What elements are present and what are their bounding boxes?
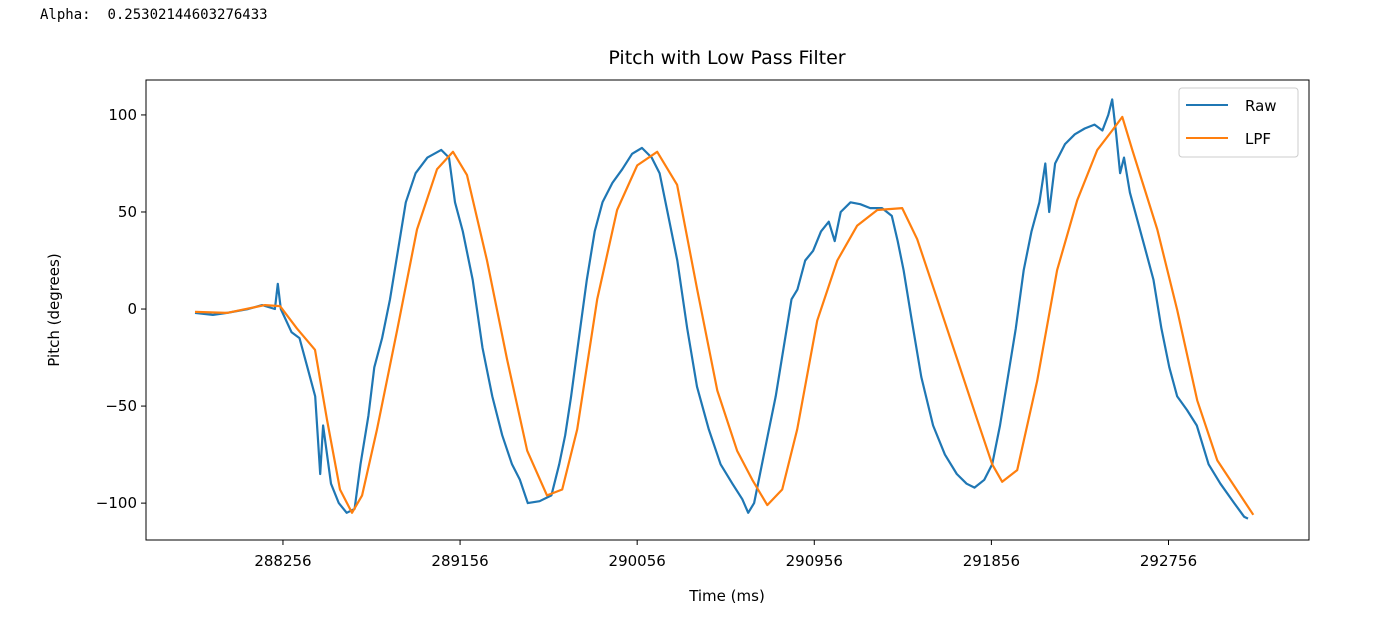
x-tick-label: 290956 — [786, 552, 843, 570]
x-tick-label: 288256 — [254, 552, 311, 570]
plot-frame — [145, 79, 1310, 541]
legend-raw-label: Raw — [1245, 97, 1277, 115]
y-tick-label: 0 — [127, 300, 137, 318]
y-tick-label: 50 — [118, 203, 137, 221]
series-line-lpf — [194, 115, 1255, 516]
x-axis-label: Time (ms) — [688, 587, 765, 605]
series-line-raw — [194, 98, 1249, 520]
x-tick-label: 291856 — [963, 552, 1020, 570]
alpha-label: Alpha: — [40, 7, 91, 23]
x-tick-label: 292756 — [1140, 552, 1197, 570]
x-axis: 288256 289156 290056 290956 291856 292756 — [254, 540, 1197, 570]
x-tick-label: 289156 — [431, 552, 488, 570]
y-axis: −100 −50 0 50 100 — [96, 106, 146, 512]
y-axis-label: Pitch (degrees) — [45, 253, 63, 366]
y-tick-label: −100 — [96, 494, 137, 512]
legend-box — [1178, 87, 1299, 158]
chart-title: Pitch with Low Pass Filter — [608, 47, 845, 69]
legend-lpf-label: LPF — [1245, 130, 1271, 148]
x-tick-label: 290056 — [609, 552, 666, 570]
series-layer — [194, 98, 1255, 520]
output-text: Alpha: 0.25302144603276433 — [40, 7, 268, 23]
y-tick-label: 100 — [108, 106, 137, 124]
y-tick-label: −50 — [105, 397, 137, 415]
alpha-value: 0.25302144603276433 — [107, 7, 268, 23]
legend: Raw LPF — [1178, 87, 1299, 158]
